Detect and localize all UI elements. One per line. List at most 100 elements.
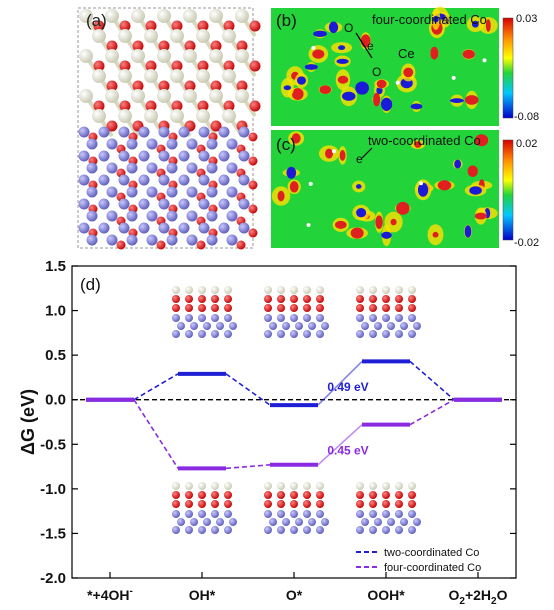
panel-c-charge-map: (c) two-coordinated Co e 0.02 -0.02 (271, 130, 539, 249)
ce-atom (408, 482, 416, 490)
co-atom (369, 314, 377, 322)
co-atom (408, 330, 416, 338)
y-tick-label: 1.0 (45, 303, 66, 320)
co-atom (290, 314, 298, 322)
o-atom (119, 100, 131, 112)
series-connector (409, 360, 455, 401)
co-atom (413, 518, 421, 526)
charge-lobe (467, 165, 478, 177)
ce-atom (196, 69, 210, 83)
co-atom (369, 510, 377, 518)
co-atom (264, 314, 272, 322)
o-atom (369, 295, 377, 303)
o-atom (185, 304, 193, 312)
o-atom (132, 80, 144, 92)
structure-inset (172, 480, 237, 536)
co-atom (290, 510, 298, 518)
atom-site (451, 75, 456, 80)
charge-lobe (396, 201, 410, 215)
co-atom (198, 314, 206, 322)
co-atom (211, 314, 219, 322)
co-atom (303, 330, 311, 338)
charge-lobe (312, 49, 325, 59)
ce-atom (211, 286, 219, 294)
o-atom (264, 500, 272, 508)
o-atom (211, 491, 219, 499)
ce-atom (222, 109, 236, 123)
co-atom (277, 314, 285, 322)
ce-atom (183, 9, 197, 23)
charge-lobe (356, 207, 367, 218)
o-atom (224, 500, 232, 508)
co-atom (316, 330, 324, 338)
ce-atom (92, 69, 106, 83)
co-atom (118, 126, 130, 138)
charge-lobe (464, 95, 479, 105)
co-atom (206, 162, 218, 174)
charge-lobe (304, 64, 318, 70)
co-atom (138, 222, 150, 234)
panel-d-free-energy-chart: (d) 1.5 1.0 0.5 0.0 -0.5 -1.0 -1.5 -2.0 *+4OH- O… (18, 258, 517, 607)
o-atom (369, 491, 377, 499)
co-atom (211, 526, 219, 534)
charge-lobe (325, 148, 334, 159)
o-atom (223, 20, 235, 32)
o-atom (408, 500, 416, 508)
o-atom (224, 304, 232, 312)
co-atom (218, 150, 230, 162)
co-atom (321, 322, 329, 330)
o-atom (277, 491, 285, 499)
co-atom (395, 330, 403, 338)
co-atom (118, 150, 130, 162)
panel-b-colorbar-max: 0.03 (516, 13, 537, 25)
co-atom (86, 210, 98, 222)
co-atom (408, 526, 416, 534)
co-atom (166, 210, 178, 222)
ce-atom (382, 286, 390, 294)
co-atom (229, 322, 237, 330)
co-atom (86, 162, 98, 174)
co-atom (224, 526, 232, 534)
ce-atom (144, 69, 158, 83)
co-atom (178, 150, 190, 162)
ce-atom (105, 49, 119, 63)
co-atom (238, 174, 250, 186)
ce-atom (369, 286, 377, 294)
ce-atom (211, 482, 219, 490)
co-atom (238, 198, 250, 210)
ce-atom (209, 49, 223, 63)
charge-lobe (337, 75, 349, 84)
co-atom (238, 222, 250, 234)
co-atom (356, 510, 364, 518)
co-atom (295, 322, 303, 330)
co-atom (303, 314, 311, 322)
ce-atom (224, 482, 232, 490)
co-atom (226, 186, 238, 198)
ce-atom (395, 286, 403, 294)
o-atom (184, 40, 196, 52)
co-atom (382, 510, 390, 518)
o-atom (116, 240, 126, 250)
co-atom (277, 526, 285, 534)
co-atom (361, 518, 369, 526)
ce-atom (131, 49, 145, 63)
o-atom (395, 500, 403, 508)
co-atom (178, 126, 190, 138)
o-atom (290, 304, 298, 312)
o-atom (408, 304, 416, 312)
co-atom (185, 510, 193, 518)
co-atom (185, 330, 193, 338)
o-atom (197, 100, 209, 112)
structure-inset (356, 480, 421, 536)
co-atom (190, 322, 198, 330)
panel-a-label: (a) (86, 11, 107, 30)
co-atom (138, 126, 150, 138)
o-atom (171, 60, 183, 72)
o-atom (277, 295, 285, 303)
o-atom (224, 295, 232, 303)
co-atom (290, 330, 298, 338)
ce-atom (118, 29, 132, 43)
panel-a-structure: (a) (77, 7, 261, 250)
co-atom (216, 518, 224, 526)
co-atom (374, 518, 382, 526)
